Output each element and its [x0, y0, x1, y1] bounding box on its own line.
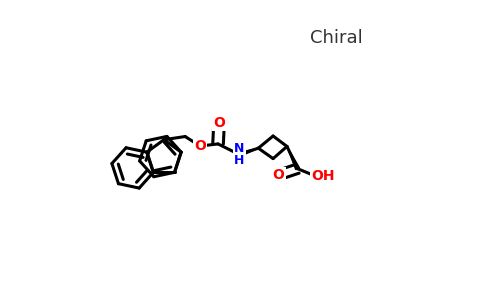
- Text: O: O: [272, 168, 285, 182]
- Text: N
H: N H: [234, 142, 244, 167]
- Text: OH: OH: [311, 169, 335, 183]
- Text: Chiral: Chiral: [310, 29, 363, 47]
- Text: O: O: [194, 139, 206, 153]
- Text: O: O: [213, 116, 225, 130]
- Polygon shape: [239, 148, 258, 157]
- Polygon shape: [287, 146, 300, 170]
